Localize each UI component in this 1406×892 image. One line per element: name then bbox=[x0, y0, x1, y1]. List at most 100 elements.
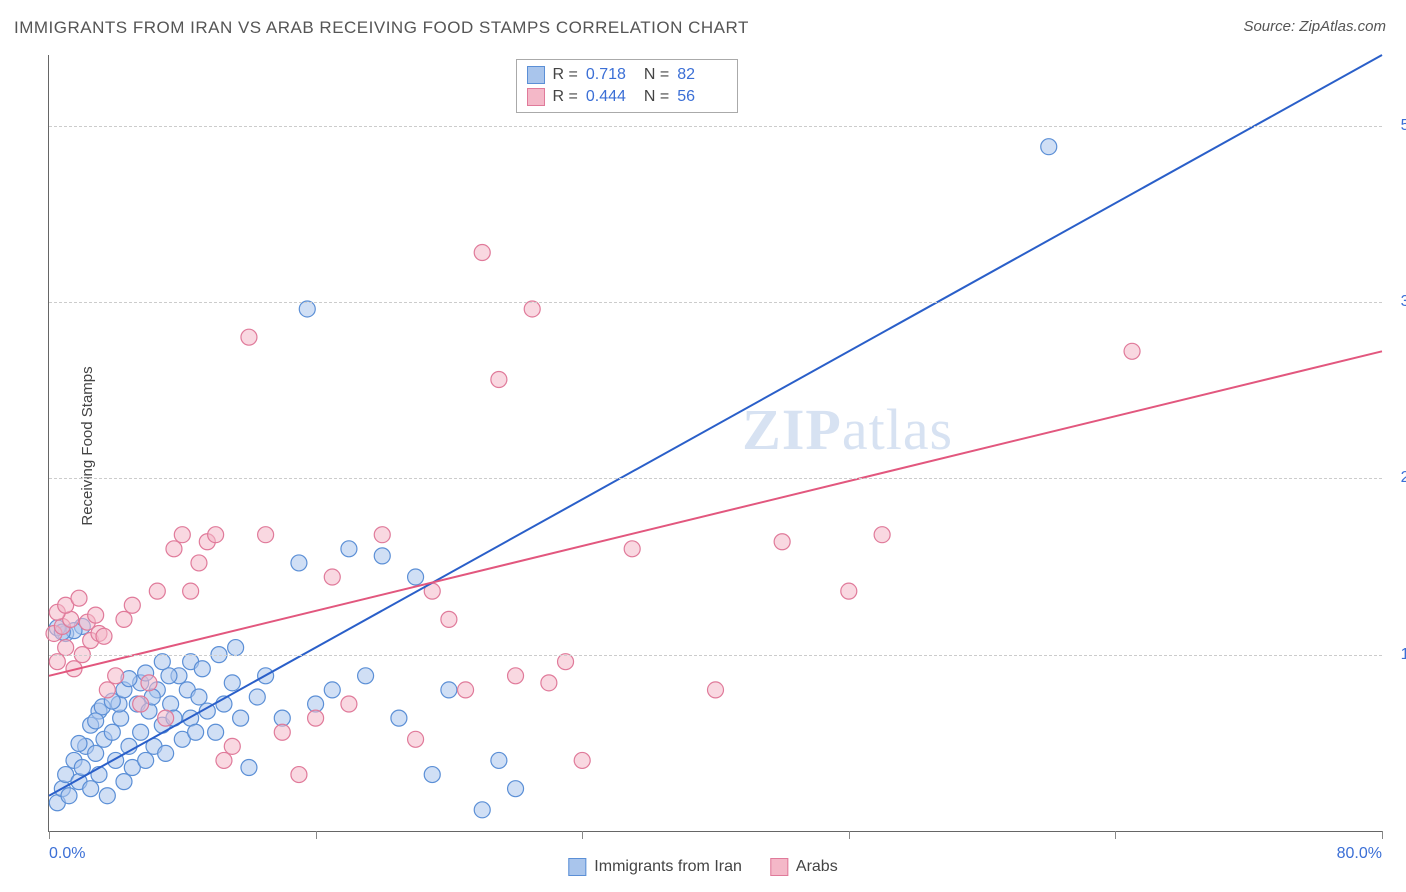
gridline bbox=[49, 655, 1382, 656]
data-point bbox=[341, 541, 357, 557]
data-point bbox=[99, 682, 115, 698]
x-tick bbox=[1382, 831, 1383, 839]
data-point bbox=[424, 767, 440, 783]
x-tick bbox=[849, 831, 850, 839]
data-point bbox=[133, 696, 149, 712]
data-point bbox=[541, 675, 557, 691]
data-point bbox=[524, 301, 540, 317]
data-point bbox=[228, 640, 244, 656]
data-point bbox=[491, 752, 507, 768]
data-point bbox=[183, 583, 199, 599]
data-point bbox=[83, 781, 99, 797]
data-point bbox=[491, 372, 507, 388]
data-point bbox=[224, 738, 240, 754]
r-label: R = bbox=[553, 88, 578, 106]
data-point bbox=[158, 710, 174, 726]
data-point bbox=[874, 527, 890, 543]
data-point bbox=[358, 668, 374, 684]
data-point bbox=[71, 590, 87, 606]
data-point bbox=[241, 760, 257, 776]
data-point bbox=[508, 668, 524, 684]
data-point bbox=[154, 654, 170, 670]
y-tick-label: 25.0% bbox=[1401, 469, 1406, 487]
correlation-legend: R =0.718N =82R =0.444N =56 bbox=[516, 59, 739, 113]
data-point bbox=[241, 329, 257, 345]
data-point bbox=[458, 682, 474, 698]
data-point bbox=[174, 527, 190, 543]
data-point bbox=[88, 713, 104, 729]
chart-title: IMMIGRANTS FROM IRAN VS ARAB RECEIVING F… bbox=[14, 18, 749, 38]
data-point bbox=[116, 774, 132, 790]
data-point bbox=[71, 736, 87, 752]
data-point bbox=[191, 689, 207, 705]
x-tick-label: 0.0% bbox=[49, 845, 85, 863]
legend-swatch bbox=[527, 88, 545, 106]
data-point bbox=[374, 527, 390, 543]
x-tick-label: 80.0% bbox=[1337, 845, 1382, 863]
chart-plot-area: ZIPatlas R =0.718N =82R =0.444N =56 12.5… bbox=[48, 55, 1382, 832]
data-point bbox=[341, 696, 357, 712]
data-point bbox=[224, 675, 240, 691]
data-point bbox=[188, 724, 204, 740]
y-tick-label: 37.5% bbox=[1401, 293, 1406, 311]
data-point bbox=[274, 724, 290, 740]
data-point bbox=[88, 745, 104, 761]
data-point bbox=[99, 788, 115, 804]
gridline bbox=[49, 302, 1382, 303]
data-point bbox=[88, 607, 104, 623]
data-point bbox=[249, 689, 265, 705]
legend-swatch bbox=[568, 858, 586, 876]
gridline bbox=[49, 478, 1382, 479]
data-point bbox=[104, 724, 120, 740]
legend-item: Arabs bbox=[770, 858, 838, 876]
r-label: R = bbox=[553, 66, 578, 84]
x-tick bbox=[49, 831, 50, 839]
data-point bbox=[141, 675, 157, 691]
legend-row: R =0.444N =56 bbox=[527, 86, 728, 108]
data-point bbox=[408, 731, 424, 747]
data-point bbox=[208, 724, 224, 740]
data-point bbox=[308, 710, 324, 726]
legend-label: Immigrants from Iran bbox=[594, 858, 742, 876]
data-point bbox=[49, 654, 65, 670]
data-point bbox=[391, 710, 407, 726]
gridline bbox=[49, 126, 1382, 127]
legend-swatch bbox=[770, 858, 788, 876]
data-point bbox=[96, 628, 112, 644]
n-value: 82 bbox=[677, 66, 727, 84]
data-point bbox=[558, 654, 574, 670]
y-tick-label: 12.5% bbox=[1401, 646, 1406, 664]
x-tick bbox=[316, 831, 317, 839]
data-point bbox=[258, 527, 274, 543]
data-point bbox=[166, 541, 182, 557]
x-tick bbox=[582, 831, 583, 839]
series-legend: Immigrants from Iran Arabs bbox=[568, 858, 837, 876]
data-point bbox=[774, 534, 790, 550]
data-point bbox=[324, 569, 340, 585]
data-point bbox=[291, 767, 307, 783]
data-point bbox=[108, 668, 124, 684]
n-value: 56 bbox=[677, 88, 727, 106]
data-point bbox=[408, 569, 424, 585]
data-point bbox=[158, 745, 174, 761]
data-point bbox=[708, 682, 724, 698]
data-point bbox=[113, 710, 129, 726]
data-point bbox=[299, 301, 315, 317]
data-point bbox=[61, 788, 77, 804]
data-point bbox=[474, 802, 490, 818]
data-point bbox=[138, 752, 154, 768]
x-tick bbox=[1115, 831, 1116, 839]
r-value: 0.718 bbox=[586, 66, 636, 84]
legend-item: Immigrants from Iran bbox=[568, 858, 742, 876]
data-point bbox=[216, 752, 232, 768]
data-point bbox=[1041, 139, 1057, 155]
data-point bbox=[574, 752, 590, 768]
data-point bbox=[1124, 343, 1140, 359]
data-point bbox=[149, 583, 165, 599]
data-point bbox=[624, 541, 640, 557]
data-point bbox=[208, 527, 224, 543]
data-point bbox=[291, 555, 307, 571]
source-attribution: Source: ZipAtlas.com bbox=[1243, 18, 1386, 35]
data-point bbox=[133, 724, 149, 740]
data-point bbox=[233, 710, 249, 726]
